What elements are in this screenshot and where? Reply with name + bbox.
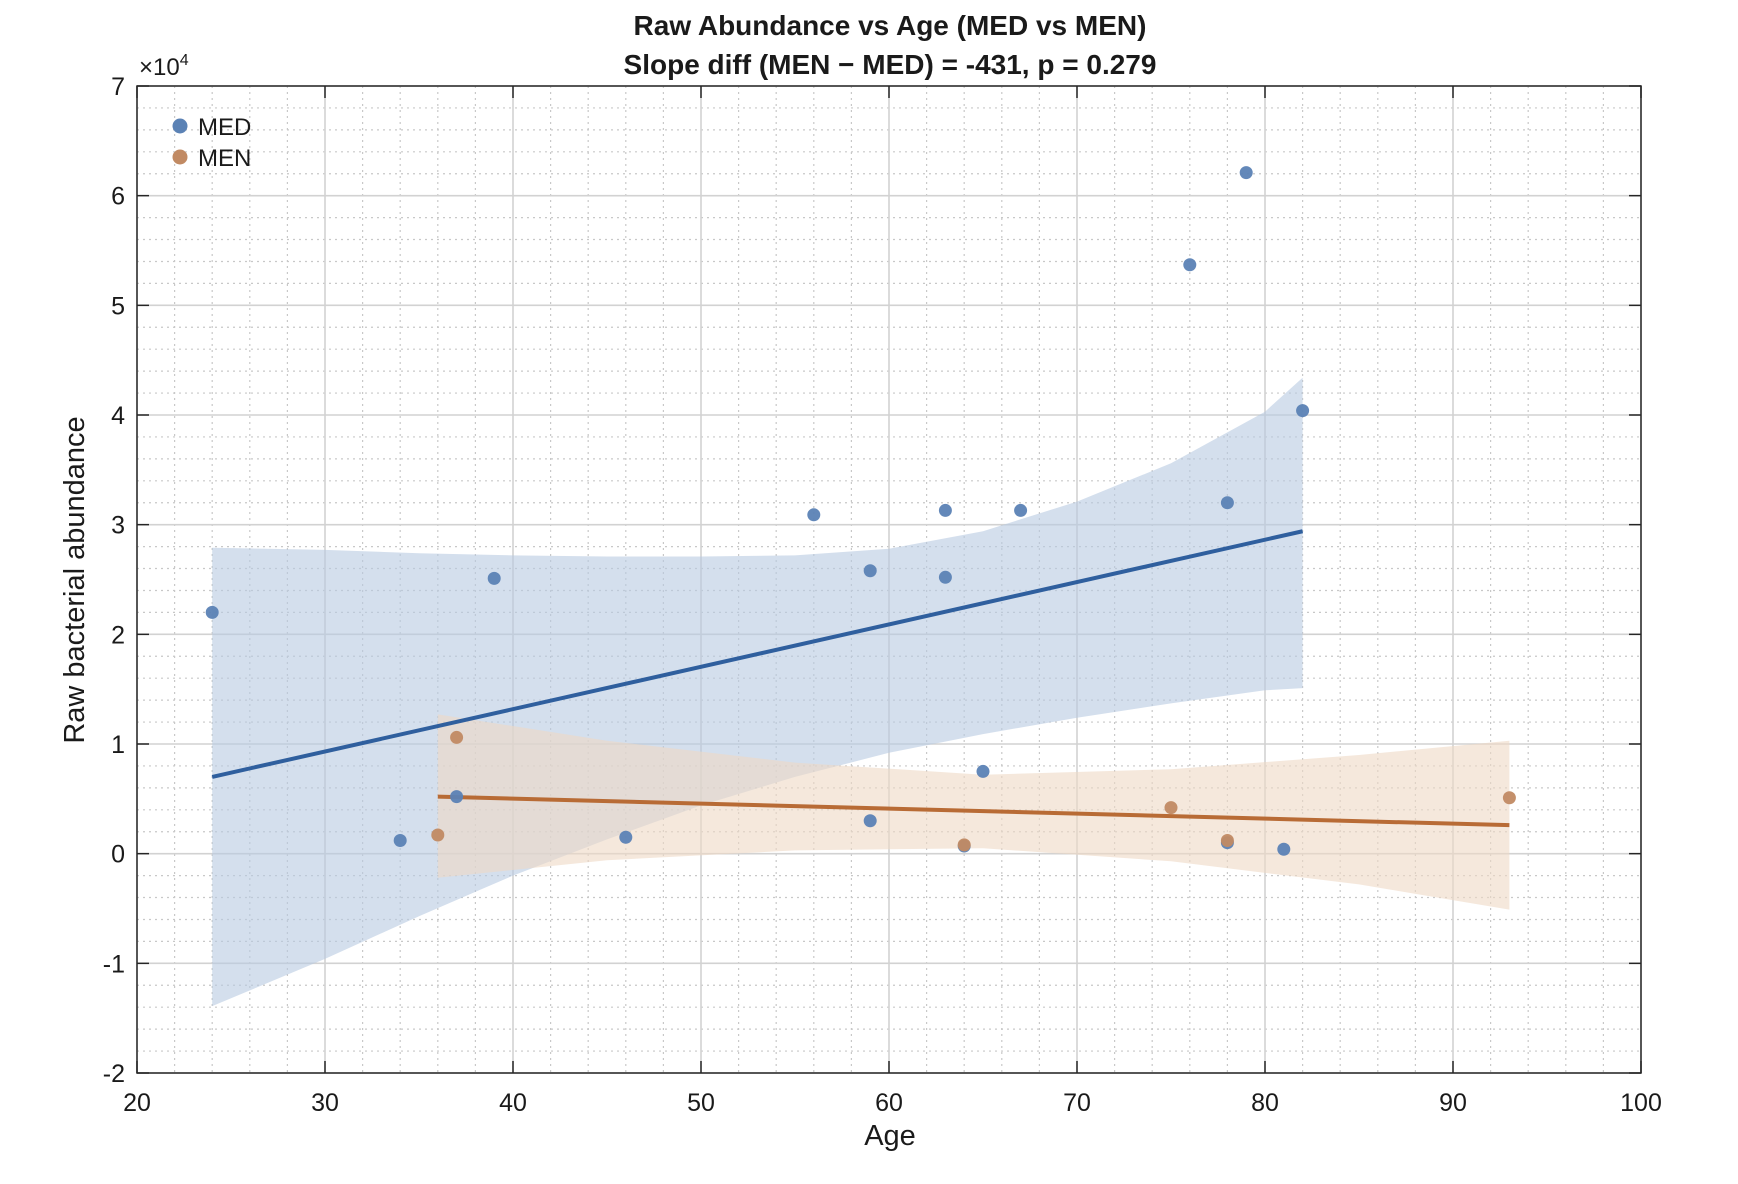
- data-point-men: [957, 838, 971, 852]
- chart-subtitle: Slope diff (MEN − MED) = -431, p = 0.279: [624, 49, 1157, 80]
- legend: MED MEN: [172, 114, 251, 172]
- fit-line-med: [211, 529, 1304, 779]
- legend-marker-med: [172, 118, 188, 134]
- y-tick-label: -2: [103, 1060, 125, 1088]
- data-point-med: [863, 564, 877, 578]
- x-tick-label: 20: [123, 1089, 151, 1117]
- data-point-med: [1014, 503, 1028, 517]
- ticks: 20 30 40 50 60 70 80 90 100 -2 -1 0 1 2 3 4 5 6 7: [103, 73, 1662, 1117]
- y-axis-exponent: ×104: [139, 52, 189, 81]
- x-tick-label: 60: [875, 1089, 903, 1117]
- x-tick-label: 30: [311, 1089, 339, 1117]
- points-men: [431, 730, 1516, 852]
- x-axis-label: Age: [864, 1120, 916, 1152]
- data-point-med: [1277, 842, 1291, 856]
- legend-marker-men: [172, 149, 188, 165]
- x-tick-label: 90: [1439, 1089, 1467, 1117]
- data-point-med: [863, 814, 877, 828]
- data-point-med: [1296, 404, 1310, 418]
- y-tick-label: 0: [111, 841, 125, 869]
- data-point-med: [1220, 496, 1234, 510]
- y-tick-label: 1: [111, 731, 125, 759]
- y-tick-label: -1: [103, 950, 125, 978]
- x-tick-label: 80: [1251, 1089, 1279, 1117]
- data-point-med: [1183, 258, 1197, 272]
- y-tick-label: 2: [111, 621, 125, 649]
- plot-area: 20 30 40 50 60 70 80 90 100 -2 -1 0 1 2 3 4 5 6 7 MED MEN: [103, 73, 1662, 1117]
- y-tick-label: 5: [111, 292, 125, 320]
- data-point-men: [1220, 834, 1234, 848]
- y-tick-label: 6: [111, 183, 125, 211]
- y-exponent-power: 4: [180, 52, 189, 69]
- data-point-med: [938, 570, 952, 584]
- data-point-med: [450, 790, 464, 804]
- data-point-med: [619, 830, 633, 844]
- x-tick-label: 40: [499, 1089, 527, 1117]
- y-exponent-base: ×10: [139, 54, 180, 81]
- y-tick-label: 7: [111, 73, 125, 101]
- x-tick-label: 70: [1063, 1089, 1091, 1117]
- data-point-med: [807, 508, 821, 522]
- data-point-med: [205, 605, 219, 619]
- data-point-men: [450, 730, 464, 744]
- y-tick-label: 3: [111, 512, 125, 540]
- data-point-med: [393, 834, 407, 848]
- legend-label-med: MED: [198, 114, 251, 141]
- y-axis-label: Raw bacterial abundance: [59, 416, 91, 743]
- data-point-men: [1164, 801, 1178, 815]
- y-tick-label: 4: [111, 402, 125, 430]
- data-point-med: [487, 571, 501, 585]
- data-point-med: [1239, 166, 1253, 180]
- data-point-med: [938, 503, 952, 517]
- chart-title: Raw Abundance vs Age (MED vs MEN): [634, 10, 1147, 41]
- legend-label-men: MEN: [198, 145, 251, 172]
- data-point-men: [1502, 791, 1516, 805]
- data-point-med: [976, 764, 990, 778]
- fit-line-men: [437, 794, 1510, 828]
- data-point-men: [431, 828, 445, 842]
- x-tick-label: 100: [1620, 1089, 1662, 1117]
- x-tick-label: 50: [687, 1089, 715, 1117]
